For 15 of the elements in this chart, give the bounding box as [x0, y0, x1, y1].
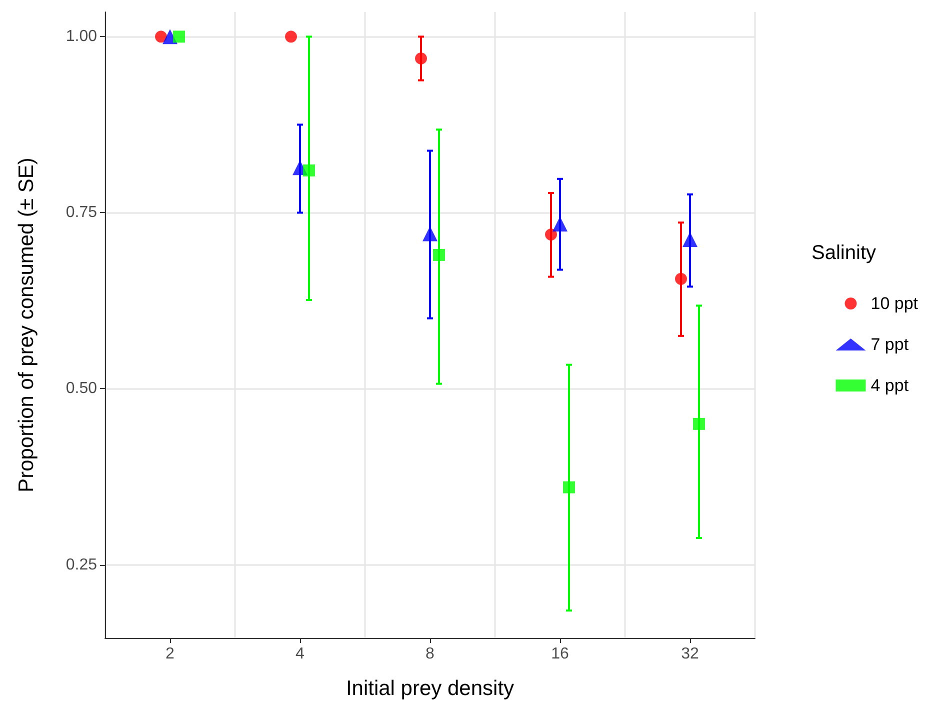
- y-tick-label: 1.00: [66, 28, 98, 46]
- y-tick-label: 0.25: [66, 556, 98, 574]
- x-tick-label: 2: [166, 646, 175, 662]
- legend-title: Salinity: [812, 242, 876, 264]
- y-tick-label: 0.75: [66, 204, 98, 222]
- legend-label: 10 ppt: [870, 294, 918, 313]
- x-tick-label: 4: [296, 646, 305, 662]
- y-tick-label: 0.50: [66, 380, 98, 398]
- x-tick-label: 16: [551, 646, 569, 662]
- y-axis-title: Proportion of prey consumed (± SE): [15, 158, 38, 492]
- legend-label: 7 ppt: [870, 335, 909, 354]
- legend-label: 4 ppt: [870, 376, 909, 395]
- x-tick-label: 32: [681, 646, 699, 662]
- x-axis-title: Initial prey density: [346, 677, 515, 700]
- x-tick-label: 8: [426, 646, 435, 662]
